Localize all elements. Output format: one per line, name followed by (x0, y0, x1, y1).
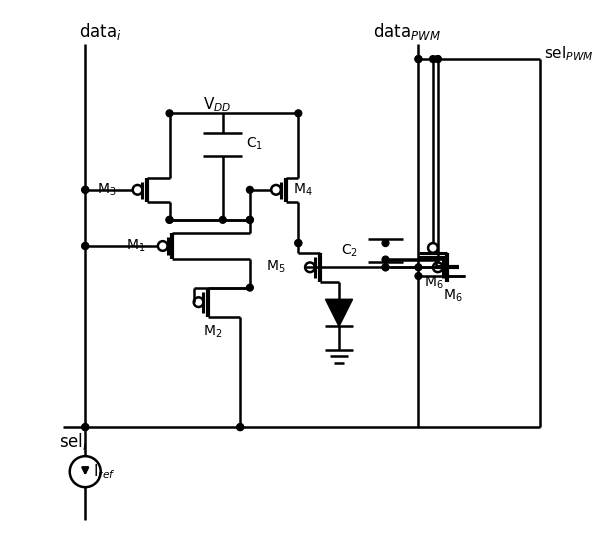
Circle shape (295, 239, 302, 247)
Circle shape (82, 243, 89, 249)
Circle shape (166, 216, 173, 223)
Text: C$_1$: C$_1$ (246, 136, 263, 153)
Text: data$_{PWM}$: data$_{PWM}$ (373, 22, 441, 43)
Circle shape (295, 239, 302, 247)
Circle shape (382, 256, 389, 263)
Circle shape (247, 216, 253, 223)
Text: M$_6$: M$_6$ (424, 275, 444, 291)
Circle shape (295, 110, 302, 117)
Text: M$_6$: M$_6$ (443, 287, 462, 304)
Circle shape (415, 264, 422, 270)
Circle shape (166, 216, 173, 223)
Text: sel$_i$: sel$_i$ (59, 431, 88, 452)
Circle shape (430, 56, 436, 62)
Text: M$_3$: M$_3$ (97, 181, 116, 198)
Circle shape (247, 216, 253, 223)
Circle shape (166, 110, 173, 117)
Circle shape (434, 56, 441, 62)
Circle shape (382, 264, 389, 270)
Circle shape (82, 424, 89, 430)
Text: I$_{ref}$: I$_{ref}$ (93, 462, 116, 481)
Circle shape (382, 264, 389, 270)
Text: C$_2$: C$_2$ (341, 243, 358, 259)
Circle shape (237, 424, 244, 430)
Circle shape (82, 186, 89, 193)
Circle shape (382, 239, 389, 247)
Circle shape (82, 424, 89, 430)
Text: M$_4$: M$_4$ (293, 181, 313, 198)
Text: M$_2$: M$_2$ (203, 324, 223, 341)
Circle shape (434, 56, 441, 62)
Circle shape (247, 186, 253, 193)
Circle shape (82, 186, 89, 193)
Circle shape (415, 56, 422, 62)
Polygon shape (325, 299, 353, 326)
Circle shape (415, 273, 422, 279)
Circle shape (247, 284, 253, 291)
Circle shape (220, 216, 226, 223)
Text: data$_i$: data$_i$ (79, 22, 122, 43)
Circle shape (415, 56, 422, 62)
Text: M$_5$: M$_5$ (266, 259, 286, 275)
Text: sel$_{PWM}$: sel$_{PWM}$ (544, 44, 594, 62)
Circle shape (82, 243, 89, 249)
Circle shape (237, 424, 244, 430)
Text: V$_{DD}$: V$_{DD}$ (203, 95, 232, 114)
Text: M$_1$: M$_1$ (126, 238, 145, 254)
